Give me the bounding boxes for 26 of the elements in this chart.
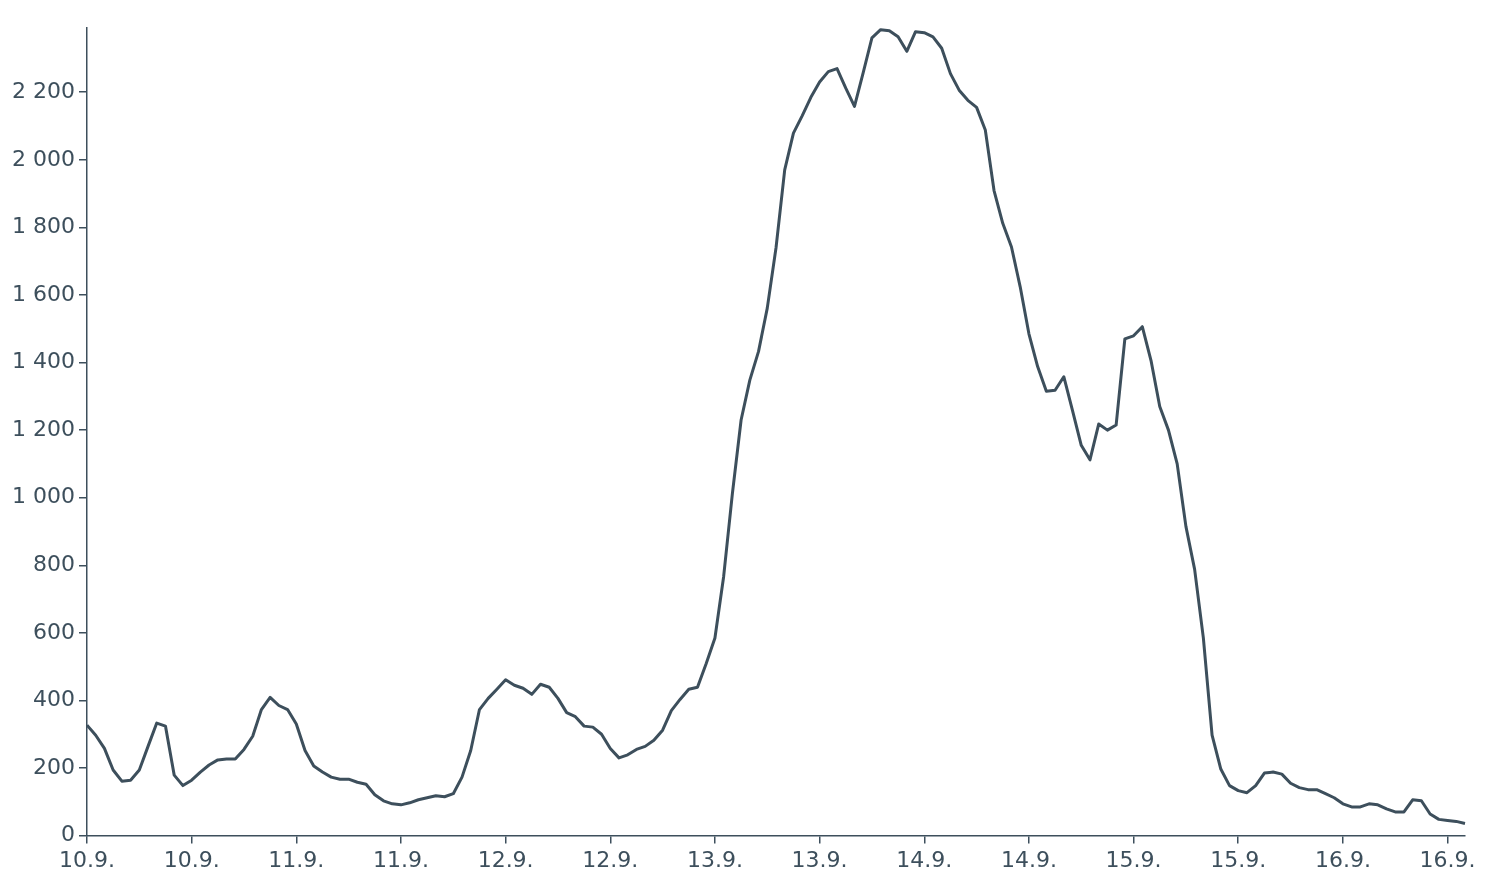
y-tick-label: 800 <box>32 550 75 576</box>
y-tick-label: 2 200 <box>12 77 75 103</box>
x-tick-label: 13.9. <box>791 846 848 872</box>
y-tick-label: 200 <box>32 753 75 779</box>
x-tick-label: 13.9. <box>686 846 743 872</box>
y-tick-label: 1 800 <box>12 213 75 239</box>
x-tick-label: 10.9. <box>58 846 115 872</box>
x-tick-label: 15.9. <box>1210 846 1267 872</box>
x-tick-label: 14.9. <box>896 846 953 872</box>
x-tick-label: 10.9. <box>163 846 220 872</box>
y-tick-label: 400 <box>32 686 75 712</box>
x-tick-label: 16.9. <box>1314 846 1371 872</box>
x-tick-label: 14.9. <box>1000 846 1057 872</box>
x-tick-label: 12.9. <box>582 846 639 872</box>
y-tick-label: 1 600 <box>12 280 75 306</box>
y-tick-label: 1 200 <box>12 415 75 441</box>
x-tick-label: 15.9. <box>1105 846 1162 872</box>
x-tick-label: 16.9. <box>1419 846 1476 872</box>
y-tick-label: 0 <box>60 821 75 847</box>
y-tick-label: 1 000 <box>12 483 75 509</box>
x-tick-label: 11.9. <box>268 846 325 872</box>
y-tick-label: 1 400 <box>12 348 75 374</box>
x-tick-label: 12.9. <box>477 846 534 872</box>
y-tick-label: 600 <box>32 618 75 644</box>
x-tick-label: 11.9. <box>372 846 429 872</box>
y-tick-label: 2 000 <box>12 145 75 171</box>
